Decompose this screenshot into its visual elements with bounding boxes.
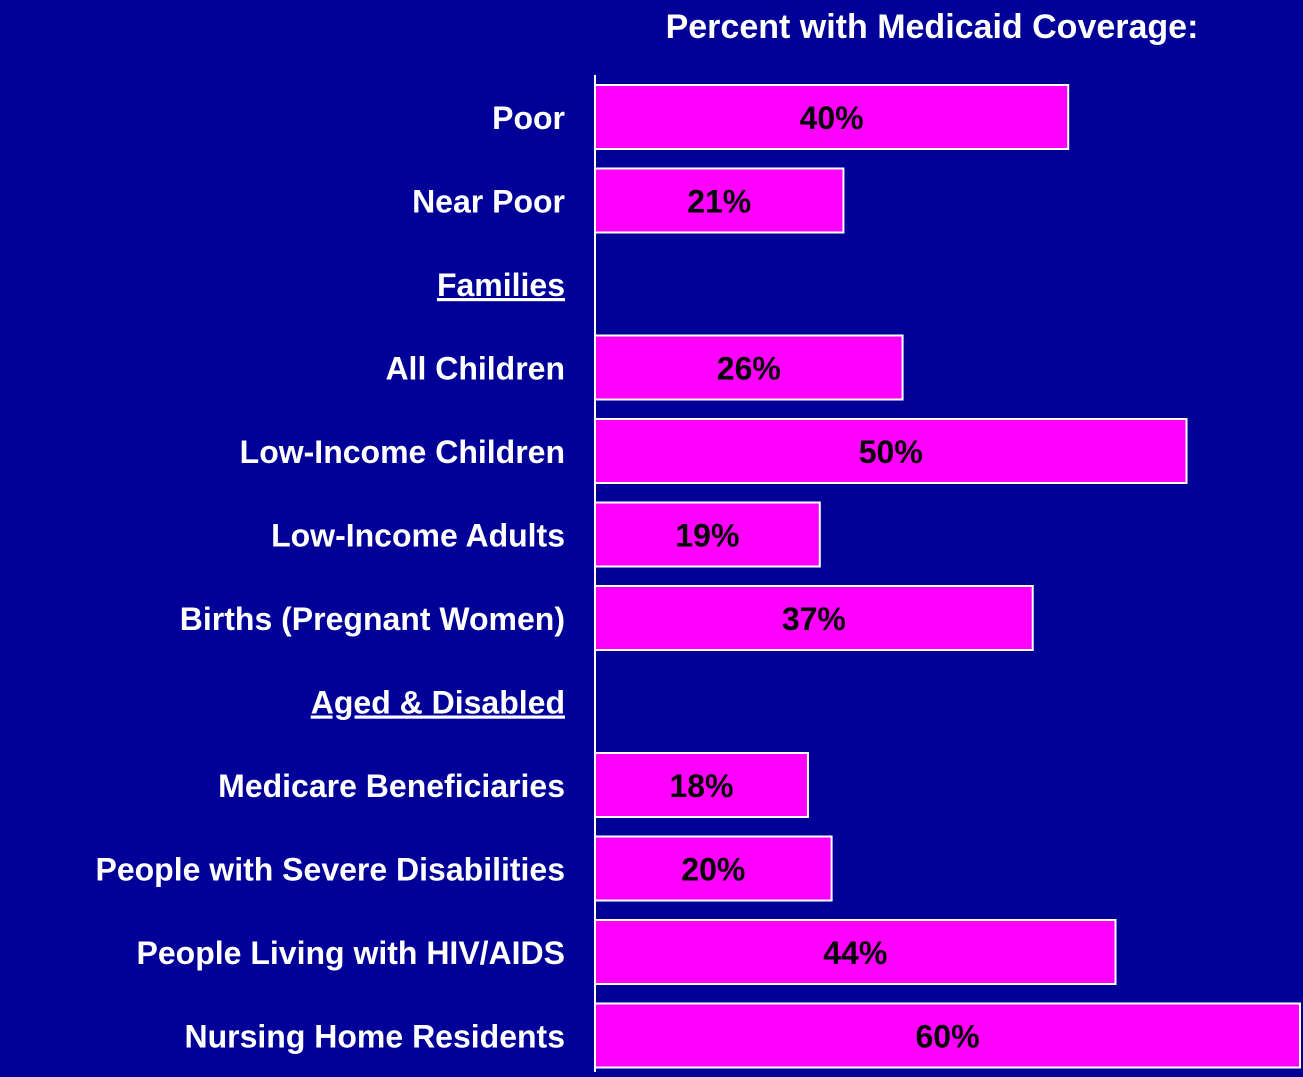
category-label: People Living with HIV/AIDS [137, 935, 565, 971]
category-label: Low-Income Children [240, 434, 565, 470]
bar-value-label: 19% [675, 518, 739, 554]
bar-value-label: 44% [823, 935, 887, 971]
bar-value-label: 50% [859, 434, 923, 470]
bar-value-label: 20% [681, 852, 745, 888]
group-header-label: Aged & Disabled [311, 685, 565, 721]
chart-rows: Poor 40% Near Poor 21% Families All Children 2… [95, 84, 1301, 1069]
category-label: All Children [385, 351, 565, 387]
bar-value-label: 60% [915, 1019, 979, 1055]
bar-value-label: 21% [687, 184, 751, 220]
category-label: Near Poor [412, 184, 565, 220]
bar [594, 752, 809, 818]
category-label: People with Severe Disabilities [95, 852, 565, 888]
bar [594, 1002, 1301, 1069]
bar-value-label: 40% [800, 100, 864, 136]
chart-title: Percent with Medicaid Coverage: [666, 8, 1199, 46]
group-header-label: Families [437, 267, 565, 303]
category-label: Births (Pregnant Women) [180, 601, 565, 637]
bar-value-label: 26% [717, 351, 781, 387]
category-label: Medicare Beneficiaries [218, 768, 565, 804]
category-label: Poor [492, 100, 565, 136]
bar-value-label: 37% [782, 601, 846, 637]
bar [594, 501, 821, 568]
category-label: Low-Income Adults [271, 518, 565, 554]
bar-value-label: 18% [669, 768, 733, 804]
bar [594, 418, 1188, 484]
bar [594, 84, 1070, 150]
category-label: Nursing Home Residents [184, 1019, 565, 1055]
bar [594, 334, 904, 401]
bar [594, 167, 845, 234]
